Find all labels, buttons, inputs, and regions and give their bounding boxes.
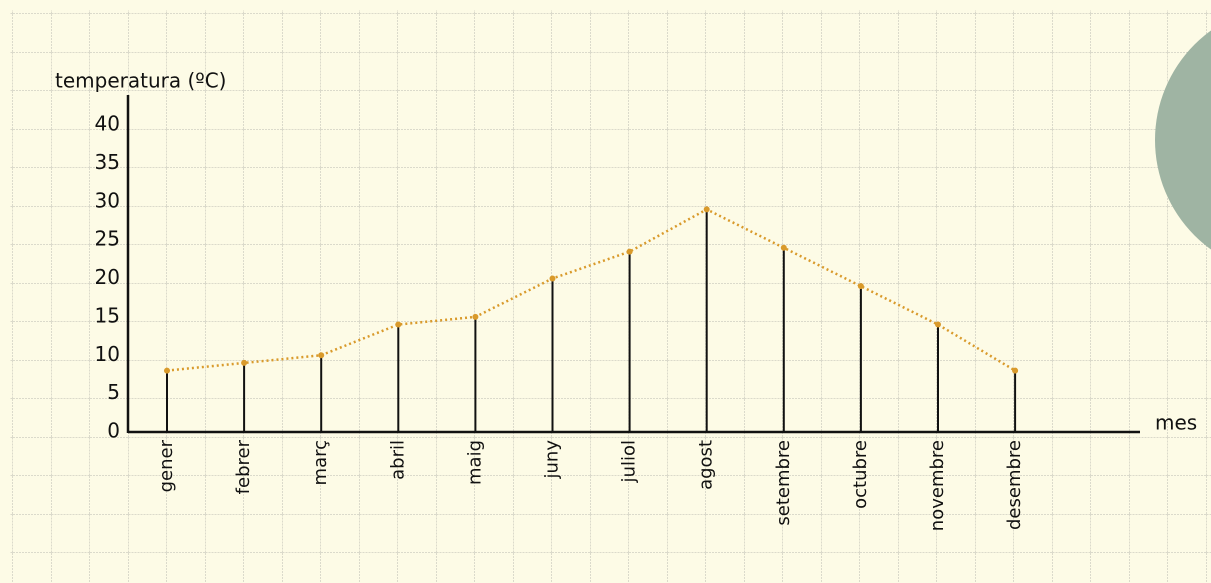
y-tick-label: 10: [95, 342, 120, 366]
point: [395, 321, 402, 328]
x-tick-label: novembre: [927, 440, 948, 531]
point: [780, 244, 787, 251]
x-tick-label: juny: [542, 440, 563, 480]
point: [857, 283, 864, 290]
y-tick-label: 35: [95, 150, 120, 174]
point: [241, 359, 248, 366]
y-tick-label: 5: [107, 380, 120, 404]
y-axis-label: temperatura (ºC): [55, 69, 226, 93]
x-tick-label: abril: [387, 440, 408, 480]
point: [935, 321, 941, 328]
x-tick-label: febrer: [233, 439, 254, 494]
x-tick-label: desembre: [1004, 440, 1025, 530]
decorative-photo: [1155, 30, 1211, 250]
x-tick-label: gener: [156, 439, 177, 492]
x-tick-label: març: [310, 440, 331, 485]
y-tick-label: 0: [107, 419, 120, 443]
point: [1012, 367, 1019, 374]
point: [549, 275, 556, 282]
x-tick-label: setembre: [773, 440, 794, 526]
point: [318, 352, 325, 359]
x-tick-label: juliol: [619, 440, 640, 483]
x-tick-label: agost: [696, 440, 717, 490]
paper-grid: [10, 10, 1211, 583]
point: [626, 248, 633, 255]
x-tick-label: maig: [464, 440, 485, 485]
y-tick-label: 25: [95, 227, 120, 251]
y-tick-label: 20: [95, 265, 120, 289]
y-tick-label: 15: [95, 303, 120, 327]
point: [164, 367, 170, 374]
x-axis-label: mes: [1155, 411, 1197, 435]
y-tick-label: 30: [95, 188, 120, 212]
point: [703, 206, 710, 213]
point: [472, 313, 479, 320]
y-tick-label: 40: [95, 112, 120, 136]
x-tick-label: octubre: [850, 440, 871, 509]
